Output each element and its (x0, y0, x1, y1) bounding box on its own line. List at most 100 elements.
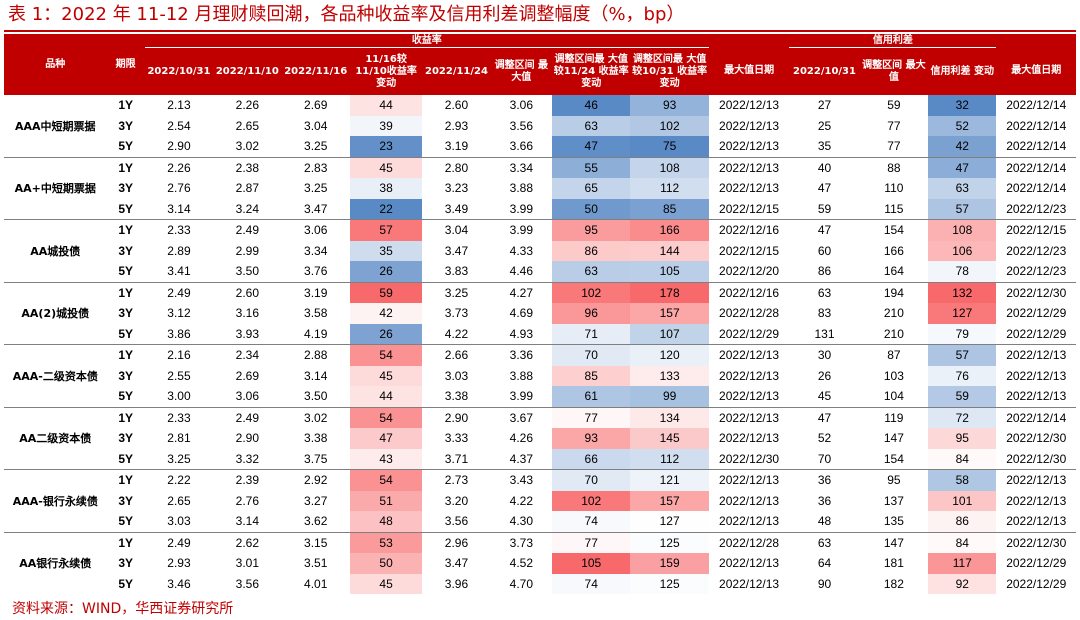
value-cell: 70 (551, 344, 631, 366)
value-cell: 3.06 (509, 98, 533, 113)
header-col: 2022/11/10 (213, 47, 282, 95)
value-cell: 4.22 (444, 326, 469, 341)
value-cell: 72 (928, 406, 997, 428)
term-cell: 1Y (106, 281, 145, 303)
value-cell: 35 (349, 240, 423, 261)
value-cell: 2.33 (144, 406, 214, 428)
table-title: 表 1：2022 年 11-12 月理财赎回潮，各品种收益率及信用利差调整幅度（… (8, 4, 685, 25)
value-cell: 90 (817, 576, 832, 591)
value-cell: 2022/12/13 (719, 493, 780, 508)
term-cell: 3Y (118, 306, 133, 321)
value-cell: 70 (817, 451, 832, 466)
value-cell: 2022/12/29 (1006, 326, 1067, 341)
value-cell: 2022/12/29 (1006, 576, 1067, 591)
value-cell: 3.56 (509, 118, 533, 133)
value-cell: 47 (928, 156, 997, 178)
value-cell: 2.54 (167, 118, 191, 133)
value-cell: 57 (349, 219, 423, 241)
header-col: 11/16较 11/10收益率 变动 (349, 47, 423, 95)
value-cell: 3.96 (444, 576, 469, 591)
value-cell: 84 (928, 448, 997, 470)
value-cell: 2.33 (144, 219, 214, 241)
value-cell: 2.81 (167, 431, 191, 446)
value-cell: 2022/12/13 (719, 431, 780, 446)
value-cell: 2.76 (167, 181, 191, 196)
value-cell: 65 (551, 178, 631, 199)
value-cell: 38 (349, 178, 423, 199)
value-cell: 2.80 (422, 156, 491, 178)
value-cell: 2022/12/13 (708, 406, 790, 428)
value-cell: 3.58 (304, 306, 328, 321)
value-cell: 25 (817, 118, 832, 133)
value-cell: 3.66 (509, 139, 533, 154)
value-cell: 64 (817, 556, 832, 571)
value-cell: 3.33 (444, 431, 469, 446)
table-row: 5Y 3.14 3.24 3.47 22 3.49 3.99 50 85 2022/12/15 59… (4, 198, 1076, 220)
table-row: 3Y 2.65 2.76 3.27 51 3.20 4.22 102 157 2022/12/13… (4, 490, 1076, 511)
value-cell: 2022/12/13 (1006, 493, 1067, 508)
value-cell: 4.27 (490, 281, 552, 303)
value-cell: 101 (928, 490, 997, 511)
value-cell: 3.38 (444, 389, 469, 404)
value-cell: 95 (859, 469, 929, 491)
value-cell: 2.49 (144, 531, 214, 553)
value-cell: 3.27 (304, 493, 328, 508)
value-cell: 36 (817, 493, 832, 508)
value-cell: 3.49 (444, 201, 469, 216)
value-cell: 3.73 (490, 531, 552, 553)
table-row: 3Y 2.93 3.01 3.51 50 3.47 4.52 105 159 2022/12/13… (4, 553, 1076, 574)
value-cell: 2022/12/13 (1006, 514, 1067, 529)
header-col: 2022/11/16 (281, 47, 350, 95)
value-cell: 2.92 (281, 469, 350, 491)
value-cell: 194 (859, 281, 929, 303)
value-cell: 3.19 (281, 281, 350, 303)
value-cell: 3.41 (167, 264, 191, 279)
value-cell: 105 (630, 261, 709, 282)
table-row: AA+中短期票据 1Y 2.26 2.38 2.83 45 2.80 3.34 55 108 202… (4, 156, 1076, 220)
value-cell: 3.99 (509, 201, 533, 216)
table-row: 5Y 3.25 3.32 3.75 43 3.71 4.37 66 112 2022/12/30 7… (4, 448, 1076, 470)
value-cell: 2.16 (144, 344, 214, 366)
value-cell: 2022/12/13 (719, 118, 780, 133)
variety-name: AA银行永续债 (4, 531, 107, 594)
value-cell: 2.49 (213, 219, 282, 241)
variety-name: AA+中短期票据 (4, 156, 107, 220)
value-cell: 3.76 (304, 264, 328, 279)
value-cell: 103 (883, 368, 904, 383)
value-cell: 47 (817, 181, 832, 196)
value-cell: 157 (630, 490, 709, 511)
value-cell: 47 (349, 428, 423, 449)
header-col: 2022/10/31 (789, 47, 860, 95)
value-cell: 2022/12/13 (719, 389, 780, 404)
value-cell: 115 (884, 201, 904, 216)
value-cell: 2.90 (167, 139, 191, 154)
value-cell: 2022/12/13 (996, 469, 1076, 491)
value-cell: 45 (349, 573, 423, 594)
value-cell: 125 (630, 531, 709, 553)
value-cell: 52 (928, 115, 997, 136)
value-cell: 4.33 (509, 243, 533, 258)
value-cell: 210 (883, 306, 904, 321)
value-cell: 77 (551, 531, 631, 553)
value-cell: 2.73 (422, 469, 491, 491)
table-row: 5Y 3.86 3.93 4.19 26 4.22 4.93 71 107 2022/12/29 1… (4, 323, 1076, 345)
value-cell: 60 (817, 243, 832, 258)
value-cell: 2022/12/29 (1006, 306, 1067, 321)
table-row: AA(2)城投债 1Y 2.49 2.60 3.19 59 3.25 4.27 102 178 20… (4, 281, 1076, 345)
value-cell: 4.19 (304, 326, 328, 341)
value-cell: 112 (630, 178, 709, 199)
value-cell: 83 (817, 306, 832, 321)
value-cell: 2022/12/29 (1006, 556, 1067, 571)
value-cell: 3.75 (304, 451, 328, 466)
value-cell: 3.50 (235, 264, 259, 279)
value-cell: 3.88 (509, 181, 533, 196)
value-cell: 120 (630, 344, 709, 366)
value-cell: 3.51 (304, 556, 328, 571)
term-cell: 1Y (106, 406, 145, 428)
value-cell: 3.12 (167, 306, 191, 321)
value-cell: 57 (928, 198, 997, 220)
value-cell: 2.39 (213, 469, 282, 491)
value-cell: 2.22 (144, 469, 214, 491)
value-cell: 77 (551, 406, 631, 428)
value-cell: 159 (630, 553, 709, 574)
